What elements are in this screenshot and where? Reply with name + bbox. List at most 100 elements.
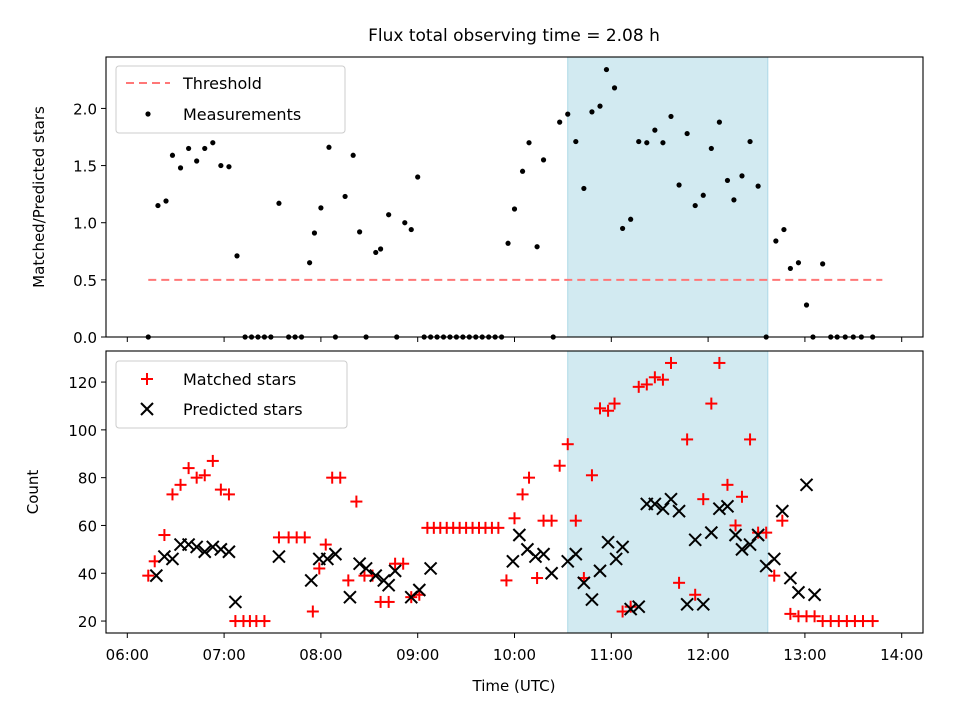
measurement-point xyxy=(619,225,626,232)
matched-star-point xyxy=(508,512,521,525)
measurement-point xyxy=(581,185,587,192)
y-tick-label: 60 xyxy=(78,517,97,535)
matched-star-point xyxy=(350,495,363,508)
matched-legend-label: Matched stars xyxy=(183,370,296,389)
predicted-star-point xyxy=(189,540,204,554)
measurements-legend-label: Measurements xyxy=(183,105,301,124)
measurement-point xyxy=(747,138,753,145)
matched-star-point xyxy=(632,380,645,393)
predicted-star-point xyxy=(198,545,212,559)
matched-star-point xyxy=(673,576,686,589)
matched-star-point xyxy=(313,562,326,575)
matched-star-point xyxy=(656,373,669,386)
measurement-point xyxy=(526,140,532,146)
predicted-star-point xyxy=(712,502,727,516)
measurement-point xyxy=(731,197,737,203)
top-legend-box xyxy=(115,65,346,134)
measurement-point xyxy=(724,177,731,184)
matched-star-point xyxy=(492,521,505,534)
measurement-point xyxy=(803,302,810,308)
matched-star-point xyxy=(735,490,748,503)
matched-star-point xyxy=(214,483,227,496)
matched-star-point xyxy=(382,595,395,608)
measurement-point xyxy=(307,260,313,266)
x-tick-label: 13:00 xyxy=(783,646,826,664)
measurement-point xyxy=(557,119,563,125)
matched-star-point xyxy=(182,462,195,475)
measurement-point xyxy=(652,127,658,133)
measurement-point xyxy=(186,145,192,152)
predicted-star-point xyxy=(536,547,551,561)
top-y-ticks: 0.0 0.5 1.0 1.5 2.0 xyxy=(73,100,106,347)
measurement-point xyxy=(402,220,408,226)
predicted-star-point xyxy=(593,564,607,578)
top-x-ticks xyxy=(126,337,903,342)
bottom-shaded-span xyxy=(567,350,769,634)
predicted-star-point xyxy=(544,566,559,580)
predicted-star-point xyxy=(609,552,623,566)
matched-star-point xyxy=(721,478,734,491)
measurement-point xyxy=(692,202,698,209)
top-shaded-span xyxy=(567,56,769,338)
predicted-star-point xyxy=(807,588,822,602)
bottom-legend-box xyxy=(115,360,348,429)
y-tick-label: 120 xyxy=(68,374,97,392)
predicted-star-point xyxy=(222,545,236,559)
measurement-point xyxy=(326,144,332,150)
matched-star-point xyxy=(808,610,821,623)
matched-star-point xyxy=(206,454,219,467)
predicted-star-point xyxy=(728,528,743,542)
matched-star-point xyxy=(760,526,773,539)
y-tick-label: 2.0 xyxy=(73,100,97,118)
predicted-star-point xyxy=(423,561,438,576)
measurement-point xyxy=(202,145,208,152)
measurement-point xyxy=(700,192,706,198)
predicted-star-point xyxy=(632,600,646,614)
predicted-star-point xyxy=(735,542,749,557)
matched-star-point xyxy=(585,469,598,482)
predicted-star-point xyxy=(704,525,719,540)
measurement-point xyxy=(636,138,642,145)
matched-star-point xyxy=(681,433,694,446)
predicted-star-point xyxy=(412,583,427,597)
measurement-point xyxy=(415,174,421,180)
matched-star-point xyxy=(531,572,544,585)
measurement-point xyxy=(342,193,348,200)
measurement-point xyxy=(177,165,184,171)
predicted-star-point xyxy=(720,499,735,514)
matched-star-point xyxy=(689,588,702,601)
matched-star-point xyxy=(776,514,789,527)
y-tick-label: 1.5 xyxy=(73,158,97,176)
measurement-point xyxy=(820,261,826,267)
measurement-point xyxy=(194,158,200,164)
predicted-star-point xyxy=(767,552,781,566)
bottom-x-ticks: 06:00 07:00 08:00 09:00 10:00 11:00 12:00 13:00… xyxy=(106,633,923,664)
matched-star-point xyxy=(198,469,211,482)
predicted-star-point xyxy=(369,568,383,583)
measurement-point xyxy=(226,164,232,170)
matched-star-point xyxy=(190,471,203,484)
matched-star-point xyxy=(561,438,574,451)
measurement-point xyxy=(163,198,169,204)
predicted-star-point xyxy=(320,552,335,566)
predicted-star-point xyxy=(328,547,343,561)
matched-star-point xyxy=(319,538,332,551)
predicted-star-point xyxy=(343,590,357,604)
matched-star-point xyxy=(624,600,637,613)
matched-star-point xyxy=(298,531,311,544)
measurement-point xyxy=(276,200,282,206)
x-tick-label: 07:00 xyxy=(202,646,245,664)
matched-star-point xyxy=(866,615,879,628)
predicted-star-point xyxy=(149,568,164,583)
x-tick-label: 11:00 xyxy=(590,646,633,664)
measurement-point xyxy=(668,113,674,120)
matched-star-point xyxy=(523,471,536,484)
matched-star-point xyxy=(258,615,271,628)
matched-star-point xyxy=(545,514,558,527)
measurement-point xyxy=(773,238,779,244)
predicted-legend-label: Predicted stars xyxy=(183,400,303,419)
predicted-star-point xyxy=(569,547,583,561)
matched-star-point xyxy=(768,569,781,582)
measurement-point xyxy=(755,183,761,189)
measurement-point xyxy=(318,205,324,211)
